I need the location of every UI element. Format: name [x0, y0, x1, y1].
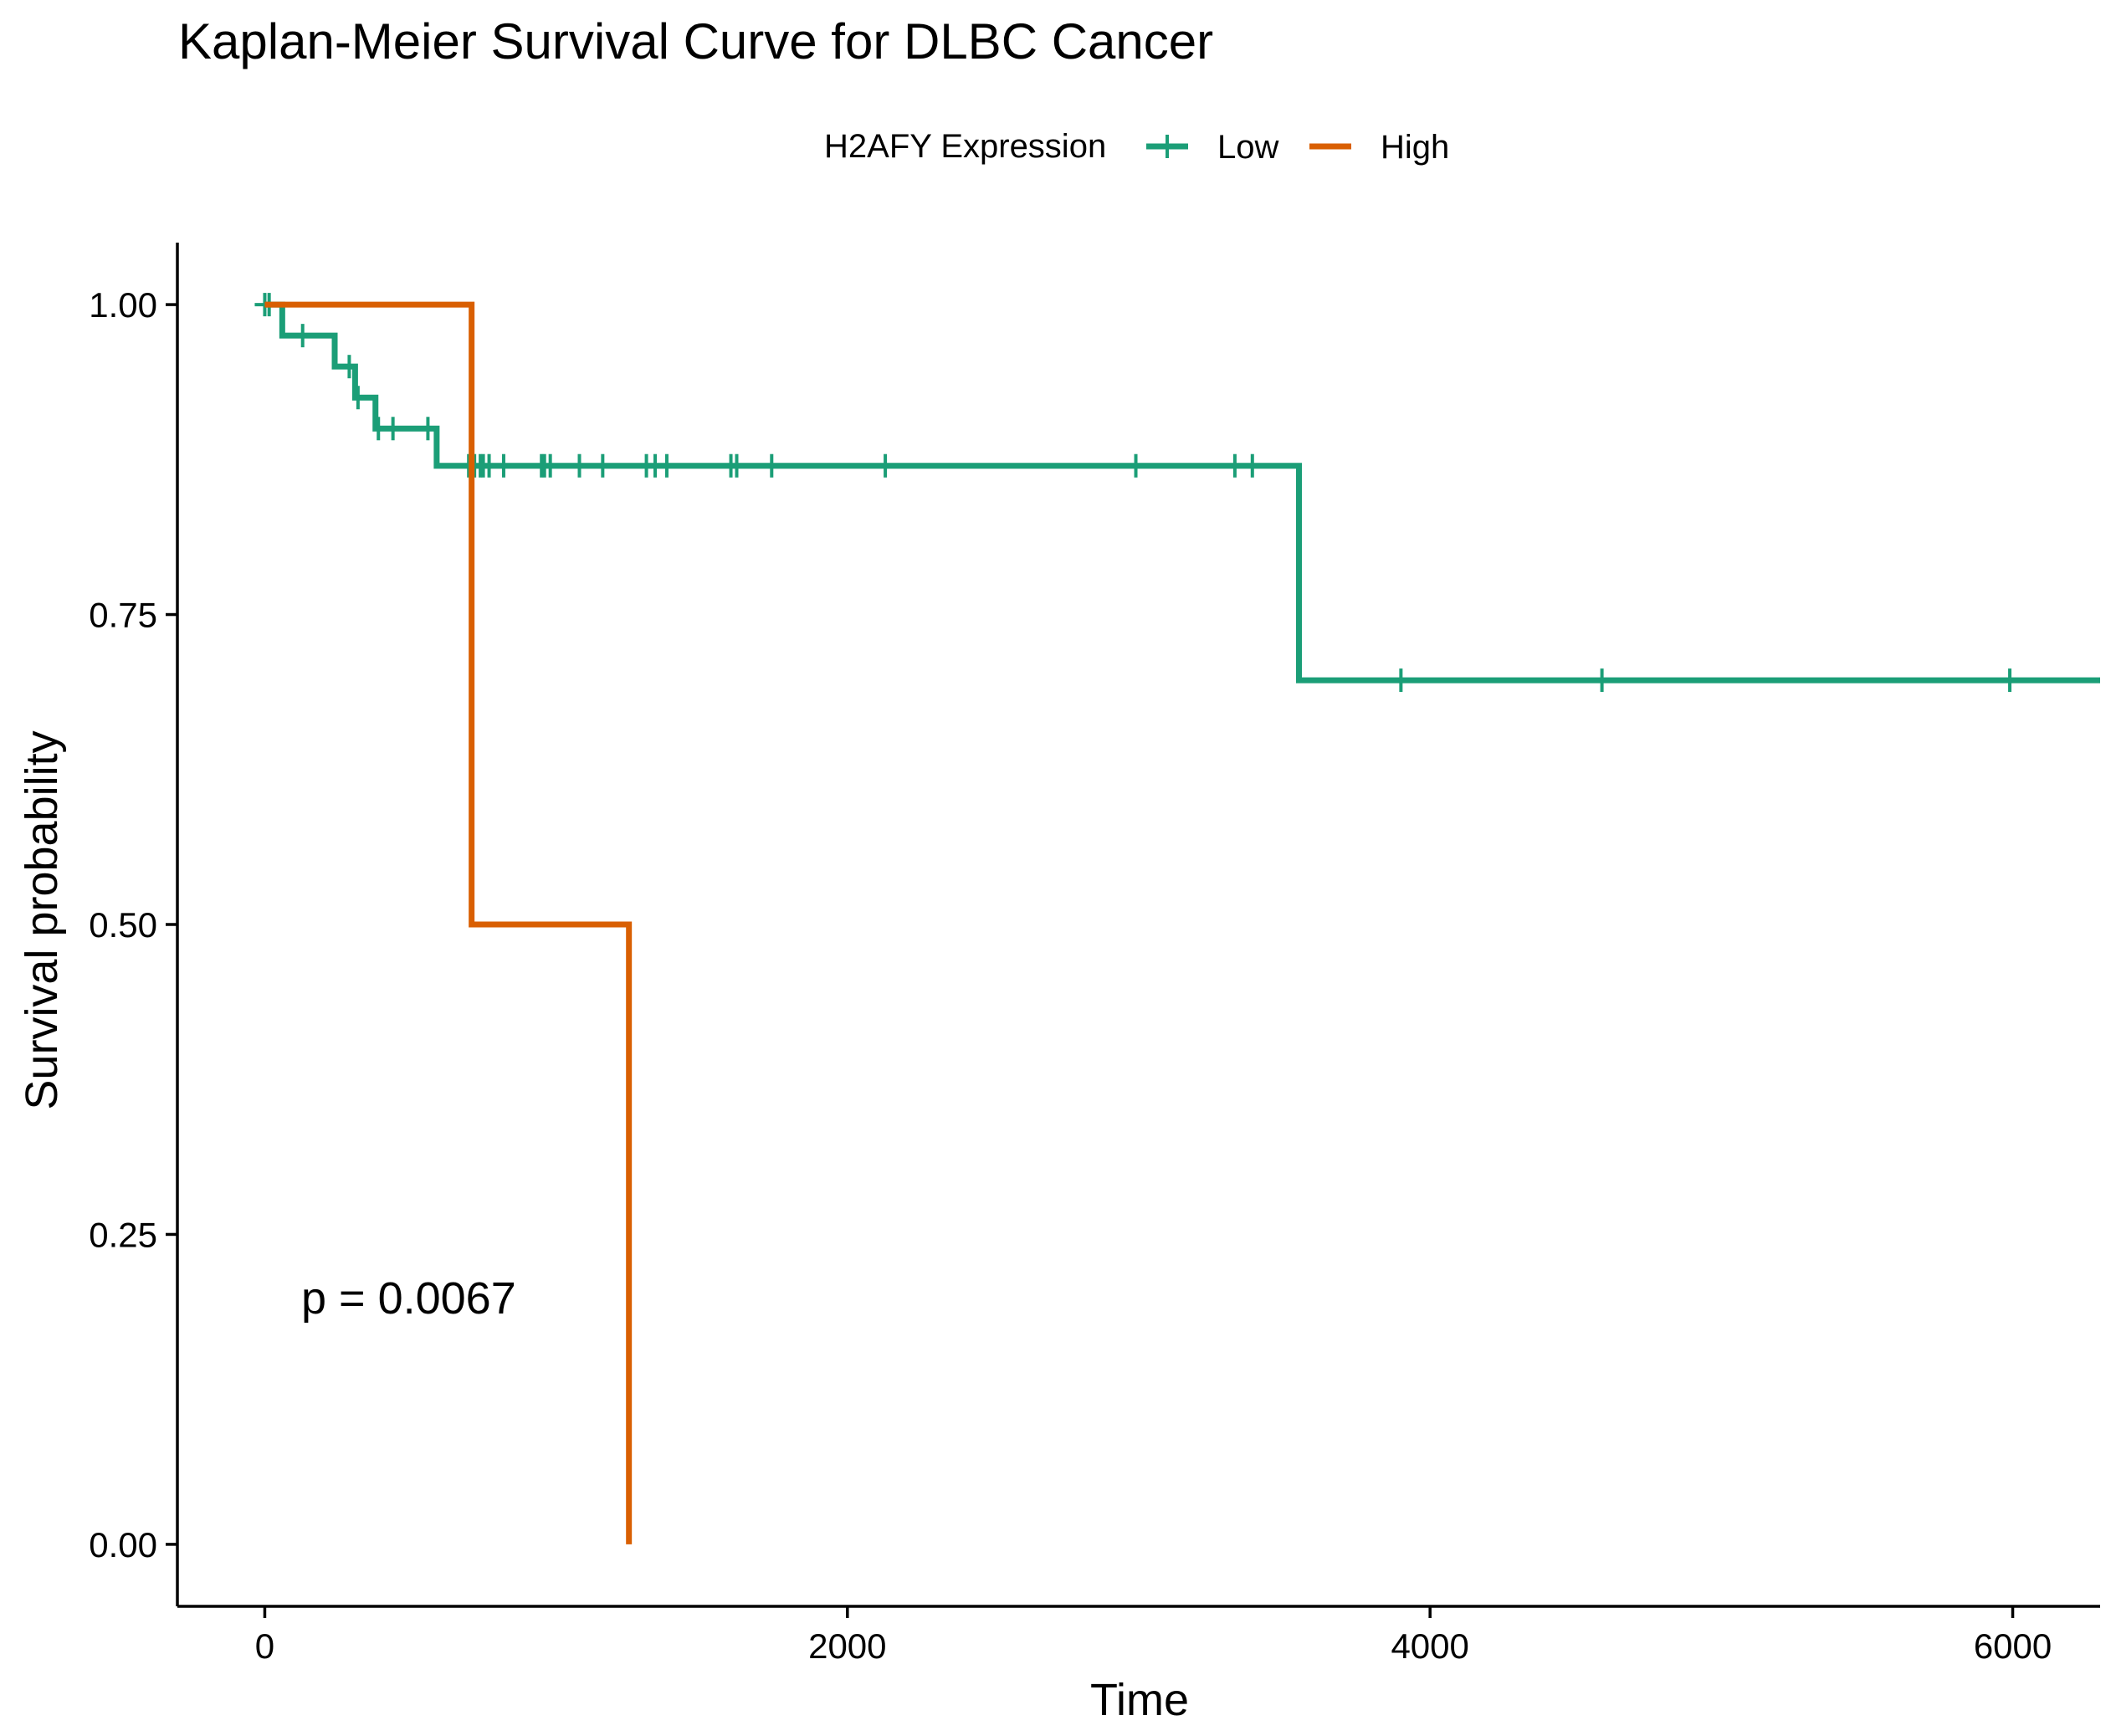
y-tick-label: 1.00 [89, 285, 157, 325]
series-low [254, 293, 2100, 693]
survival-curve-high [264, 301, 633, 1544]
legend-label-low: Low [1217, 129, 1278, 166]
legend-items: Low High [1146, 129, 1449, 166]
series-high [264, 301, 633, 1544]
y-tick-label: 0.25 [89, 1215, 157, 1254]
x-axis-label: Time [1090, 1675, 1189, 1725]
y-tick-label: 0.50 [89, 905, 157, 945]
y-tick-label: 0.75 [89, 596, 157, 635]
x-tick-label: 4000 [1391, 1626, 1468, 1666]
plot-area: 0 2000 4000 6000 0.00 0.25 0.50 0.75 1.00 [89, 243, 2100, 1666]
y-tick-label: 0.00 [89, 1525, 157, 1564]
legend-label-high: High [1381, 129, 1449, 166]
x-tick-label: 0 [255, 1626, 274, 1666]
p-value-annotation: p = 0.0067 [301, 1273, 516, 1324]
x-tick-label: 2000 [808, 1626, 886, 1666]
legend-title: H2AFY Expression [824, 128, 1106, 165]
chart-title: Kaplan-Meier Survival Curve for DLBC Can… [178, 13, 1213, 69]
legend: H2AFY Expression Low High [824, 128, 1449, 166]
x-tick-label: 6000 [1974, 1626, 2052, 1666]
y-axis-label: Survival probability [17, 730, 67, 1109]
survival-curve-low [264, 301, 2100, 684]
